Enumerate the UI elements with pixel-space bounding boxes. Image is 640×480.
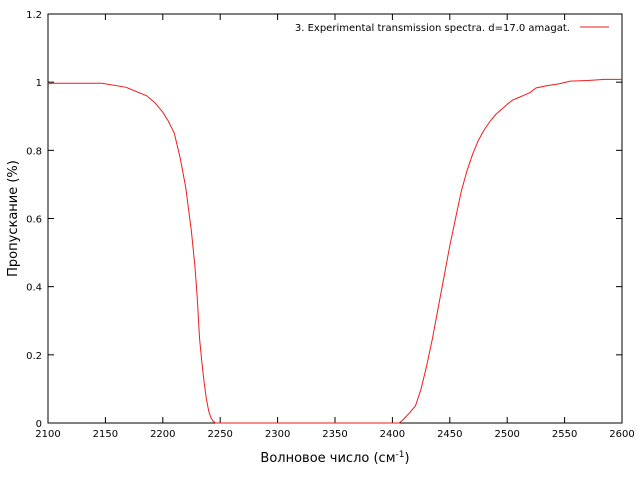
y-tick-label: 1.2 <box>26 10 42 21</box>
plot-frame <box>47 13 623 424</box>
x-axis-label-tail: ) <box>404 451 409 466</box>
y-tick-label: 0.6 <box>26 215 42 226</box>
x-axis-label-superscript: -1 <box>396 450 405 460</box>
legend-label: 3. Experimental transmission spectra. d=… <box>295 23 570 34</box>
x-axis-label: Волновое число (см-1) <box>260 450 409 466</box>
y-tick-label: 0.8 <box>26 146 42 157</box>
series-line <box>47 78 622 424</box>
x-tick-label: 2350 <box>322 429 347 440</box>
x-axis-ticks: 2100 2150 2200 2250 2300 2350 2400 2450 2500 2550… <box>35 14 635 440</box>
x-tick-label: 2550 <box>552 429 577 440</box>
x-tick-label: 2200 <box>150 429 175 440</box>
x-tick-label: 2100 <box>35 429 60 440</box>
x-tick-label: 2150 <box>93 429 118 440</box>
x-axis-label-text: Волновое число (см <box>260 451 395 466</box>
y-tick-label: 0.4 <box>26 283 42 294</box>
x-tick-label: 2300 <box>265 429 290 440</box>
x-tick-label: 2450 <box>437 429 462 440</box>
y-axis-label: Пропускание (%) <box>6 160 21 277</box>
y-tick-label: 0.2 <box>26 351 42 362</box>
y-tick-label: 0 <box>36 419 42 430</box>
y-axis-ticks: 0 0.2 0.4 0.6 0.8 1 1.2 <box>26 10 622 430</box>
x-tick-label: 2600 <box>609 429 634 440</box>
x-tick-label: 2400 <box>380 429 405 440</box>
x-tick-label: 2500 <box>494 429 519 440</box>
x-tick-label: 2250 <box>207 429 232 440</box>
y-tick-label: 1 <box>36 78 42 89</box>
